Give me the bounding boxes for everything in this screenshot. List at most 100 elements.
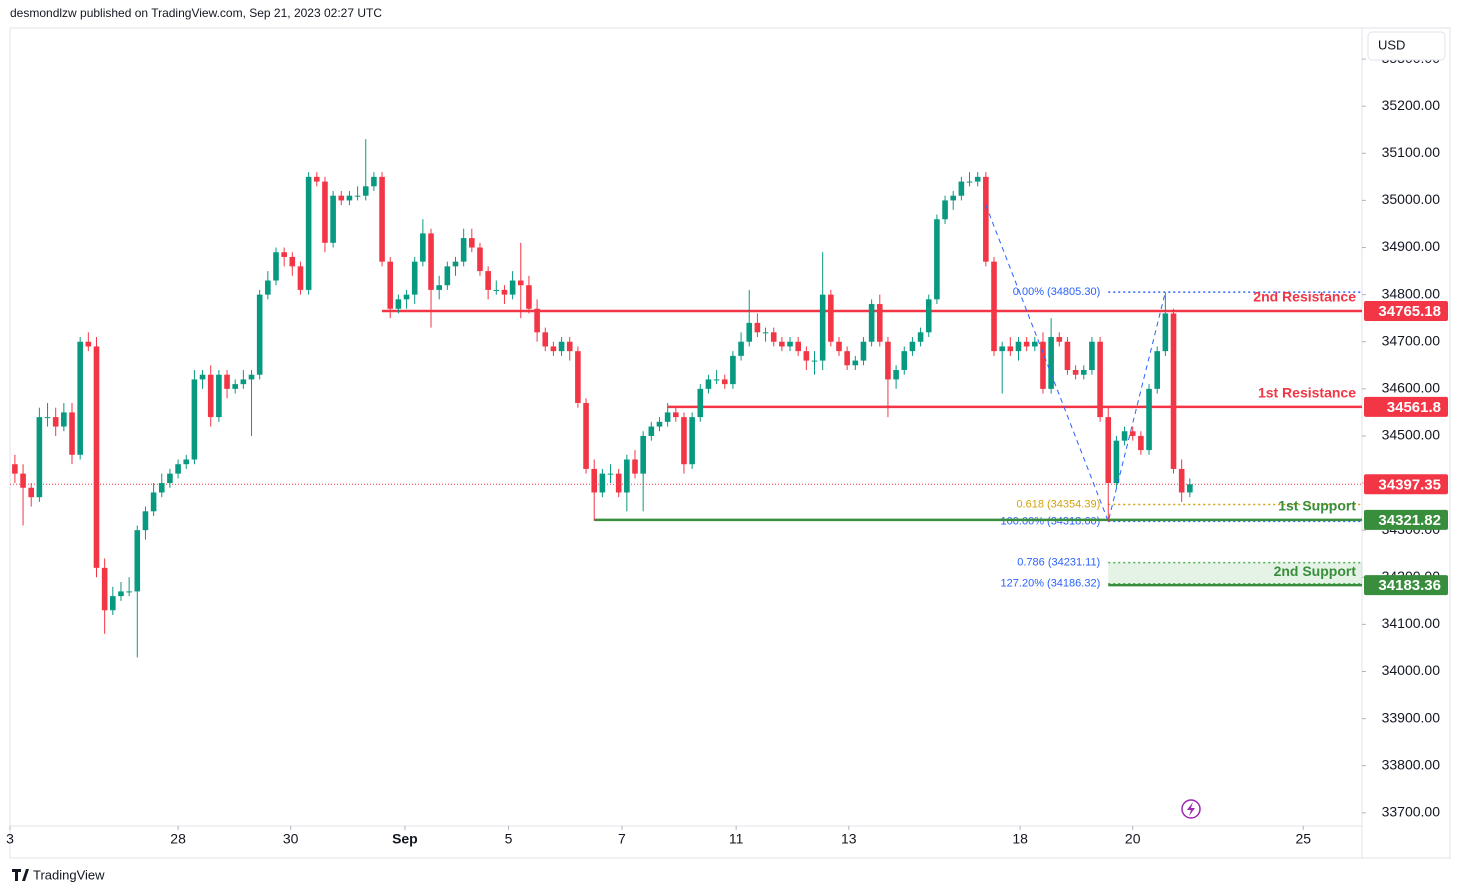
- x-tick-label: 3: [6, 831, 14, 847]
- candle-body: [673, 412, 679, 418]
- x-tick-label: Sep: [392, 831, 418, 847]
- candle-body: [542, 332, 549, 347]
- candle-body: [681, 417, 687, 465]
- candle-body: [509, 280, 516, 295]
- y-tick-label: 34700.00: [1382, 332, 1441, 348]
- candle-body: [1154, 351, 1161, 389]
- y-tick-label: 34800.00: [1382, 285, 1441, 301]
- price-box-label: 34183.36: [1378, 577, 1441, 594]
- candle-body: [575, 351, 581, 403]
- candle-body: [909, 341, 916, 352]
- candle-body: [411, 261, 418, 295]
- candle-body: [836, 341, 842, 352]
- price-box: [1364, 396, 1448, 417]
- candle-body: [974, 176, 981, 182]
- price-box-label: 34561.8: [1387, 399, 1441, 416]
- candle-body: [158, 483, 165, 493]
- candle-body: [746, 322, 753, 342]
- candle-body: [721, 379, 728, 385]
- candle-body: [648, 426, 655, 436]
- price-box: [1364, 509, 1448, 530]
- candle-body: [167, 473, 173, 484]
- candle-body: [44, 417, 51, 419]
- candle-body: [983, 176, 989, 262]
- price-box-label: 34397.35: [1378, 476, 1441, 493]
- y-tick-label: 33800.00: [1382, 756, 1441, 772]
- candle-body: [436, 285, 442, 290]
- pattern-line: [985, 204, 1166, 524]
- price-box-label: 34321.82: [1378, 512, 1441, 529]
- candle-body: [779, 341, 785, 347]
- candle-body: [591, 468, 598, 493]
- candle-body: [1015, 341, 1022, 352]
- candle-body: [379, 176, 385, 262]
- candle-body: [844, 351, 850, 366]
- candle-body: [640, 435, 646, 474]
- candle-body: [754, 322, 761, 333]
- candle-body: [61, 412, 67, 427]
- x-tick-label: 11: [729, 831, 744, 847]
- candle-body: [697, 388, 704, 418]
- candle-body: [469, 238, 475, 248]
- candle-body: [52, 417, 59, 427]
- candle-body: [69, 412, 75, 455]
- currency-box[interactable]: [1367, 31, 1446, 61]
- candle-body: [403, 294, 410, 300]
- candle-body: [599, 473, 606, 493]
- candle-body: [713, 379, 720, 381]
- candle-body: [885, 341, 891, 380]
- price-box: [1364, 474, 1448, 495]
- candle-body: [1056, 337, 1063, 342]
- candle-body: [420, 233, 426, 262]
- y-tick-label: 35000.00: [1382, 191, 1441, 207]
- candle-body: [950, 195, 957, 201]
- candle-body: [362, 186, 369, 196]
- y-tick-label: 34000.00: [1382, 662, 1441, 678]
- level-name: 1st Support: [1278, 498, 1356, 514]
- candle-body: [1023, 341, 1030, 347]
- candle-body: [101, 567, 108, 611]
- header: desmondlzw published on TradingView.com,…: [10, 6, 382, 20]
- candle-body: [256, 294, 263, 375]
- candle-body: [1097, 341, 1103, 418]
- candle-body: [175, 464, 181, 474]
- currency[interactable]: USD: [1378, 37, 1405, 52]
- candle-body: [1113, 440, 1120, 484]
- candle-body: [632, 459, 638, 474]
- candle-body: [901, 351, 908, 370]
- price-box: [1364, 301, 1448, 322]
- candle-body: [36, 417, 43, 498]
- candle-body: [852, 360, 859, 366]
- candle-body: [493, 289, 500, 291]
- fib-label: 127.20% (34186.32): [1001, 578, 1101, 590]
- candle-body: [134, 530, 141, 592]
- candle-body: [191, 379, 198, 460]
- lightning-icon[interactable]: [1181, 799, 1201, 819]
- candle-body: [566, 341, 573, 352]
- frame: [9, 27, 1451, 859]
- candle-body: [485, 271, 491, 290]
- candle-body: [1105, 417, 1112, 484]
- candle-body: [999, 346, 1005, 352]
- x-tick-label: 13: [841, 831, 857, 847]
- x-tick-label: 28: [170, 831, 186, 847]
- candle-body: [371, 176, 377, 187]
- candle-body: [868, 304, 875, 342]
- fib-label: 100.00% (34318.60): [1001, 515, 1101, 527]
- fib-label: 0.618 (34354.39): [1016, 498, 1100, 510]
- candle-body: [917, 332, 924, 342]
- candle-body: [338, 195, 345, 201]
- candle-body: [142, 511, 149, 531]
- level-name: 2nd Resistance: [1253, 289, 1356, 305]
- brand-logo: [12, 869, 29, 881]
- candle-body: [387, 261, 394, 309]
- candle-body: [12, 464, 18, 474]
- candle-body: [1007, 346, 1014, 352]
- candle-body: [346, 195, 353, 201]
- candle-body: [526, 285, 532, 309]
- x-tick-label: 20: [1125, 831, 1141, 847]
- candle-body: [925, 299, 932, 333]
- fib-zone: [1108, 562, 1362, 584]
- candle-body: [1138, 435, 1144, 451]
